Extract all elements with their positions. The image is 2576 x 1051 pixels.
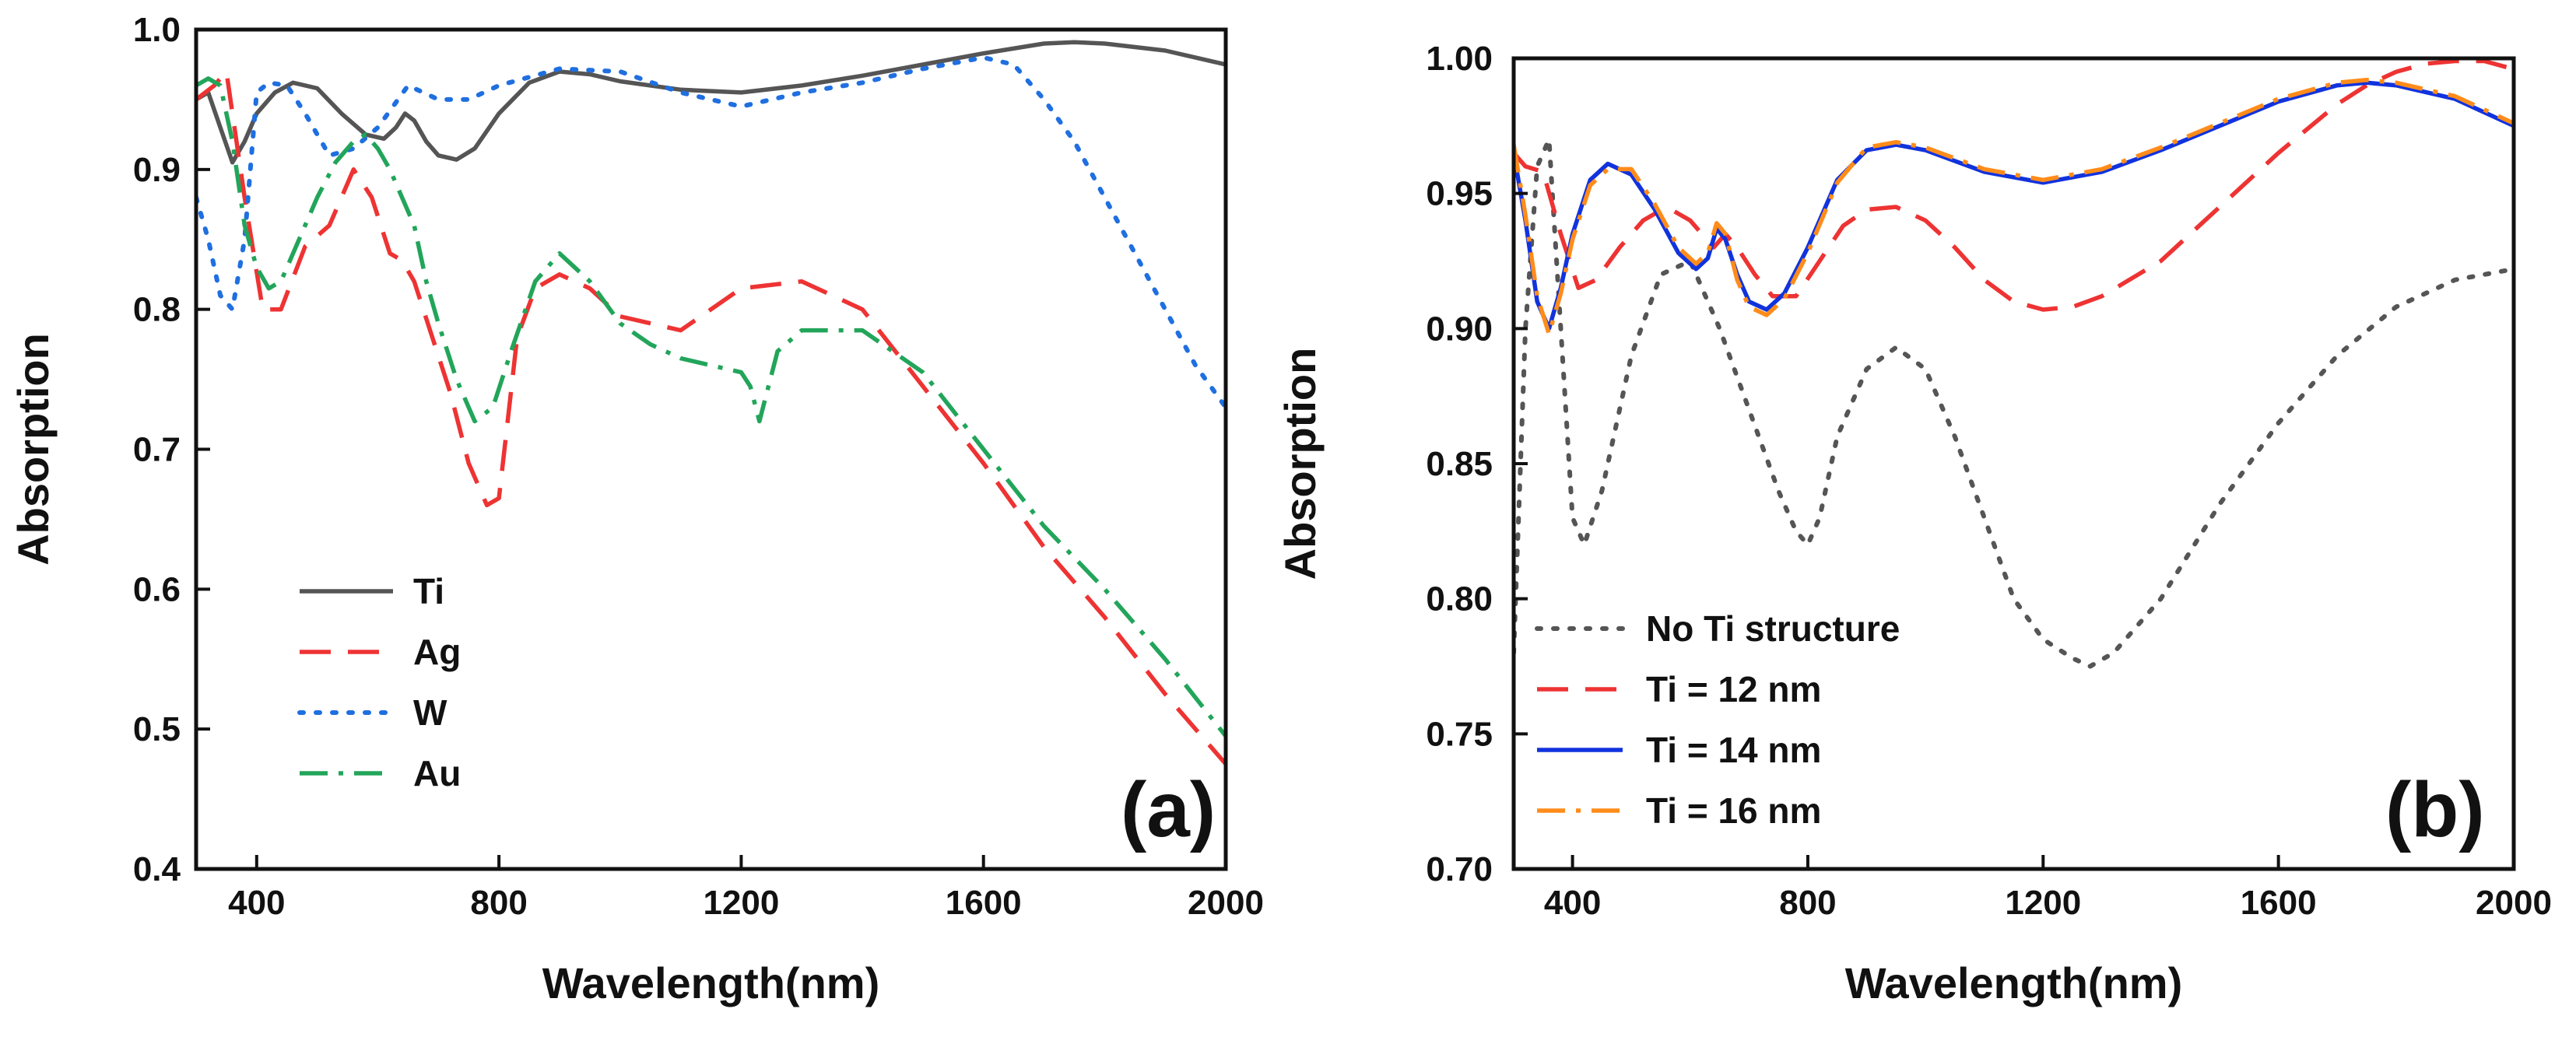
panel-a: 400 800 1200 1600 2000 0.4 0.5 0.6 0.7 0.8 0.9 1.0 W… — [9, 11, 1264, 1007]
x-tick-label: 1200 — [703, 884, 779, 922]
y-tick-label: 0.75 — [1426, 715, 1493, 753]
y-tick-label: 0.8 — [133, 291, 181, 329]
legend-label: Ti — [413, 571, 444, 611]
x-tick-label: 400 — [228, 884, 285, 922]
panel-label: (b) — [2385, 766, 2485, 853]
x-tick-label: 400 — [1544, 884, 1601, 922]
legend-label: Au — [413, 753, 461, 794]
x-axis-title: Wavelength(nm) — [1845, 958, 2182, 1007]
legend: Ti Ag W Au — [297, 571, 461, 794]
x-tick-label: 2000 — [2476, 884, 2552, 922]
x-axis-title: Wavelength(nm) — [542, 958, 879, 1007]
y-tick-label: 0.5 — [133, 710, 181, 748]
legend-label: Ti = 16 nm — [1646, 790, 1821, 831]
y-axis-title: Absorption — [9, 333, 58, 566]
legend-label: Ag — [413, 632, 461, 672]
y-tick-label: 0.90 — [1426, 310, 1493, 348]
plot-area — [196, 40, 1226, 765]
x-tick-label: 1200 — [2005, 884, 2081, 922]
series-line-ti-12-nm — [1514, 58, 2514, 312]
panel-b: 400 800 1200 1600 2000 0.70 0.75 0.80 0.85 0.90 0.… — [1276, 40, 2552, 1007]
y-tick-label: 0.9 — [133, 151, 181, 189]
series-line-au — [196, 76, 1226, 737]
plot-frame — [194, 27, 1228, 871]
y-tick-label: 1.00 — [1426, 40, 1493, 78]
x-tick-label: 800 — [470, 884, 527, 922]
x-tick-label: 800 — [1779, 884, 1836, 922]
y-tick-label: 1.0 — [133, 11, 181, 49]
series-line-ti-16-nm — [1514, 78, 2514, 337]
legend-label: No Ti structure — [1646, 608, 1900, 649]
panel-label: (a) — [1121, 766, 1216, 853]
y-tick-label: 0.4 — [133, 850, 181, 888]
y-tick-label: 0.85 — [1426, 445, 1493, 483]
legend-label: W — [413, 692, 447, 733]
series-line-ag — [196, 69, 1226, 765]
x-tick-label: 2000 — [1188, 884, 1264, 922]
y-axis-title: Absorption — [1276, 348, 1325, 580]
y-tick-label: 0.70 — [1426, 850, 1493, 888]
x-tick-label: 1600 — [946, 884, 1022, 922]
legend-label: Ti = 12 nm — [1646, 669, 1821, 709]
y-tick-label: 0.7 — [133, 431, 181, 469]
legend-label: Ti = 14 nm — [1646, 730, 1821, 770]
legend: No Ti structure Ti = 12 nm Ti = 14 nm Ti = … — [1535, 608, 1900, 831]
series-line-w — [196, 55, 1226, 410]
y-tick-label: 0.6 — [133, 570, 181, 608]
plot-area — [1514, 58, 2514, 669]
series-line-no-ti-structure — [1514, 137, 2514, 669]
y-tick-label: 0.80 — [1426, 580, 1493, 618]
series-line-ti — [196, 40, 1226, 165]
series-line-ti-14-nm — [1514, 80, 2514, 331]
x-tick-label: 1600 — [2241, 884, 2317, 922]
y-tick-label: 0.95 — [1426, 175, 1493, 213]
